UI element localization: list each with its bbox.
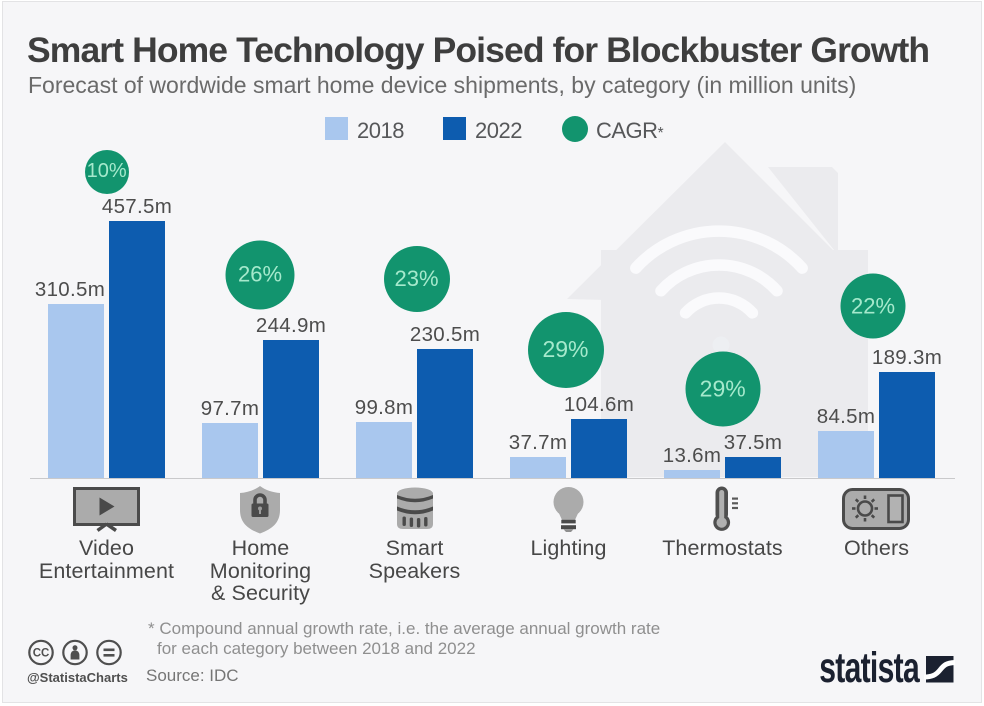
svg-text:CC: CC xyxy=(33,648,50,660)
svg-text:statista: statista xyxy=(819,645,920,687)
